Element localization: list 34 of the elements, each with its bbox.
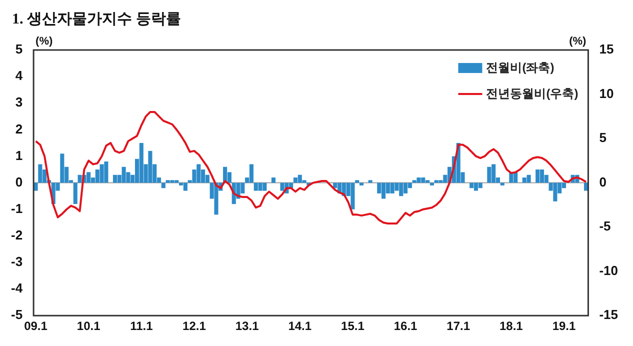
y-tick-label: 0 [15,174,23,190]
y-tick-label: -2 [10,228,23,242]
y-tick-label: 1 [15,148,23,163]
x-tick-label: 15.1 [341,319,365,334]
y2-tick-label: 15 [599,42,614,57]
legend-label: 전월비(좌축) [486,60,554,74]
x-tick-label: 19.1 [552,319,576,334]
y2-tick-label: 5 [599,130,606,146]
x-tick-label: 13.1 [235,319,260,334]
x-tick-label: 10.1 [76,319,101,334]
y2-tick-label: -15 [599,307,618,322]
y2-tick-label: -5 [599,218,611,234]
y-axis-title: (%) [36,36,54,48]
legend-label: 전년동월비(우축) [486,86,578,100]
x-tick-label: 11.1 [130,319,154,334]
y-tick-label: 4 [15,68,24,84]
x-tick-label: 17.1 [446,319,470,334]
y-tick-label: -1 [10,200,23,216]
y2-axis-title: (%) [569,36,587,48]
y-tick-label: -4 [10,280,24,296]
x-tick-label: 14.1 [288,319,312,334]
y-tick-label: 3 [15,94,23,110]
y-tick-label: -3 [10,254,23,270]
y-tick-label: 2 [15,121,23,136]
y2-tick-label: 0 [599,174,606,190]
chart-title: 1. 생산자물가지수 등락률 [12,11,181,28]
x-tick-label: 12.1 [182,319,206,334]
x-tick-label: 09.1 [24,319,48,334]
y-tick-label: -5 [10,307,23,322]
y-tick-label: 5 [15,42,23,57]
y2-tick-label: 10 [599,86,614,101]
x-tick-label: 16.1 [394,319,418,334]
x-tick-label: 18.1 [499,319,524,334]
y2-tick-label: -10 [599,262,618,278]
